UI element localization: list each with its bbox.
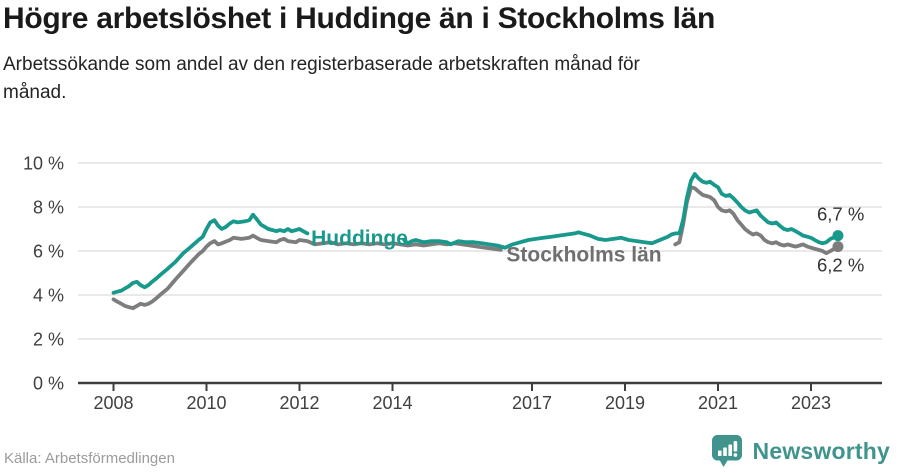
chart-subtitle: Arbetssökande som andel av den registerb… (3, 53, 640, 104)
y-tick-label: 10 % (23, 154, 64, 174)
y-tick-label: 2 % (33, 330, 64, 350)
series-line-huddinge (111, 212, 310, 295)
x-tick-label: 2019 (605, 393, 645, 413)
series-inline-label: Stockholms län (506, 243, 661, 266)
series-line-huddinge (402, 172, 840, 250)
x-tick-label: 2014 (372, 393, 412, 413)
x-tick-label: 2010 (186, 393, 226, 413)
y-tick-label: 8 % (33, 198, 64, 218)
newsworthy-logo-text: Newsworthy (752, 437, 890, 464)
newsworthy-logo[interactable]: Newsworthy (710, 434, 890, 468)
y-tick-label: 0 % (33, 374, 64, 394)
x-tick-label: 2012 (279, 393, 319, 413)
series-end-value-label: 6,2 % (817, 255, 864, 276)
y-tick-label: 6 % (33, 242, 64, 262)
source-note: Källa: Arbetsförmedlingen (4, 450, 175, 467)
x-tick-label: 2021 (698, 393, 738, 413)
chart-header: Högre arbetslöshet i Huddinge än i Stock… (3, 2, 897, 108)
x-tick-label: 2023 (791, 393, 831, 413)
chart-title: Högre arbetslöshet i Huddinge än i Stock… (3, 2, 716, 35)
series-line-stockholms-l-n (111, 233, 503, 311)
series-line-stockholms-l-n (673, 185, 840, 256)
newsworthy-bar-chart-bubble-icon (711, 435, 742, 467)
x-tick-label: 2008 (93, 393, 133, 413)
series-inline-label: Huddinge (311, 227, 408, 250)
x-tick-label: 2017 (512, 393, 552, 413)
series-end-dot (832, 230, 844, 242)
series-end-value-label: 6,7 % (817, 204, 864, 225)
series-end-dot (832, 241, 844, 253)
y-tick-label: 4 % (33, 286, 64, 306)
